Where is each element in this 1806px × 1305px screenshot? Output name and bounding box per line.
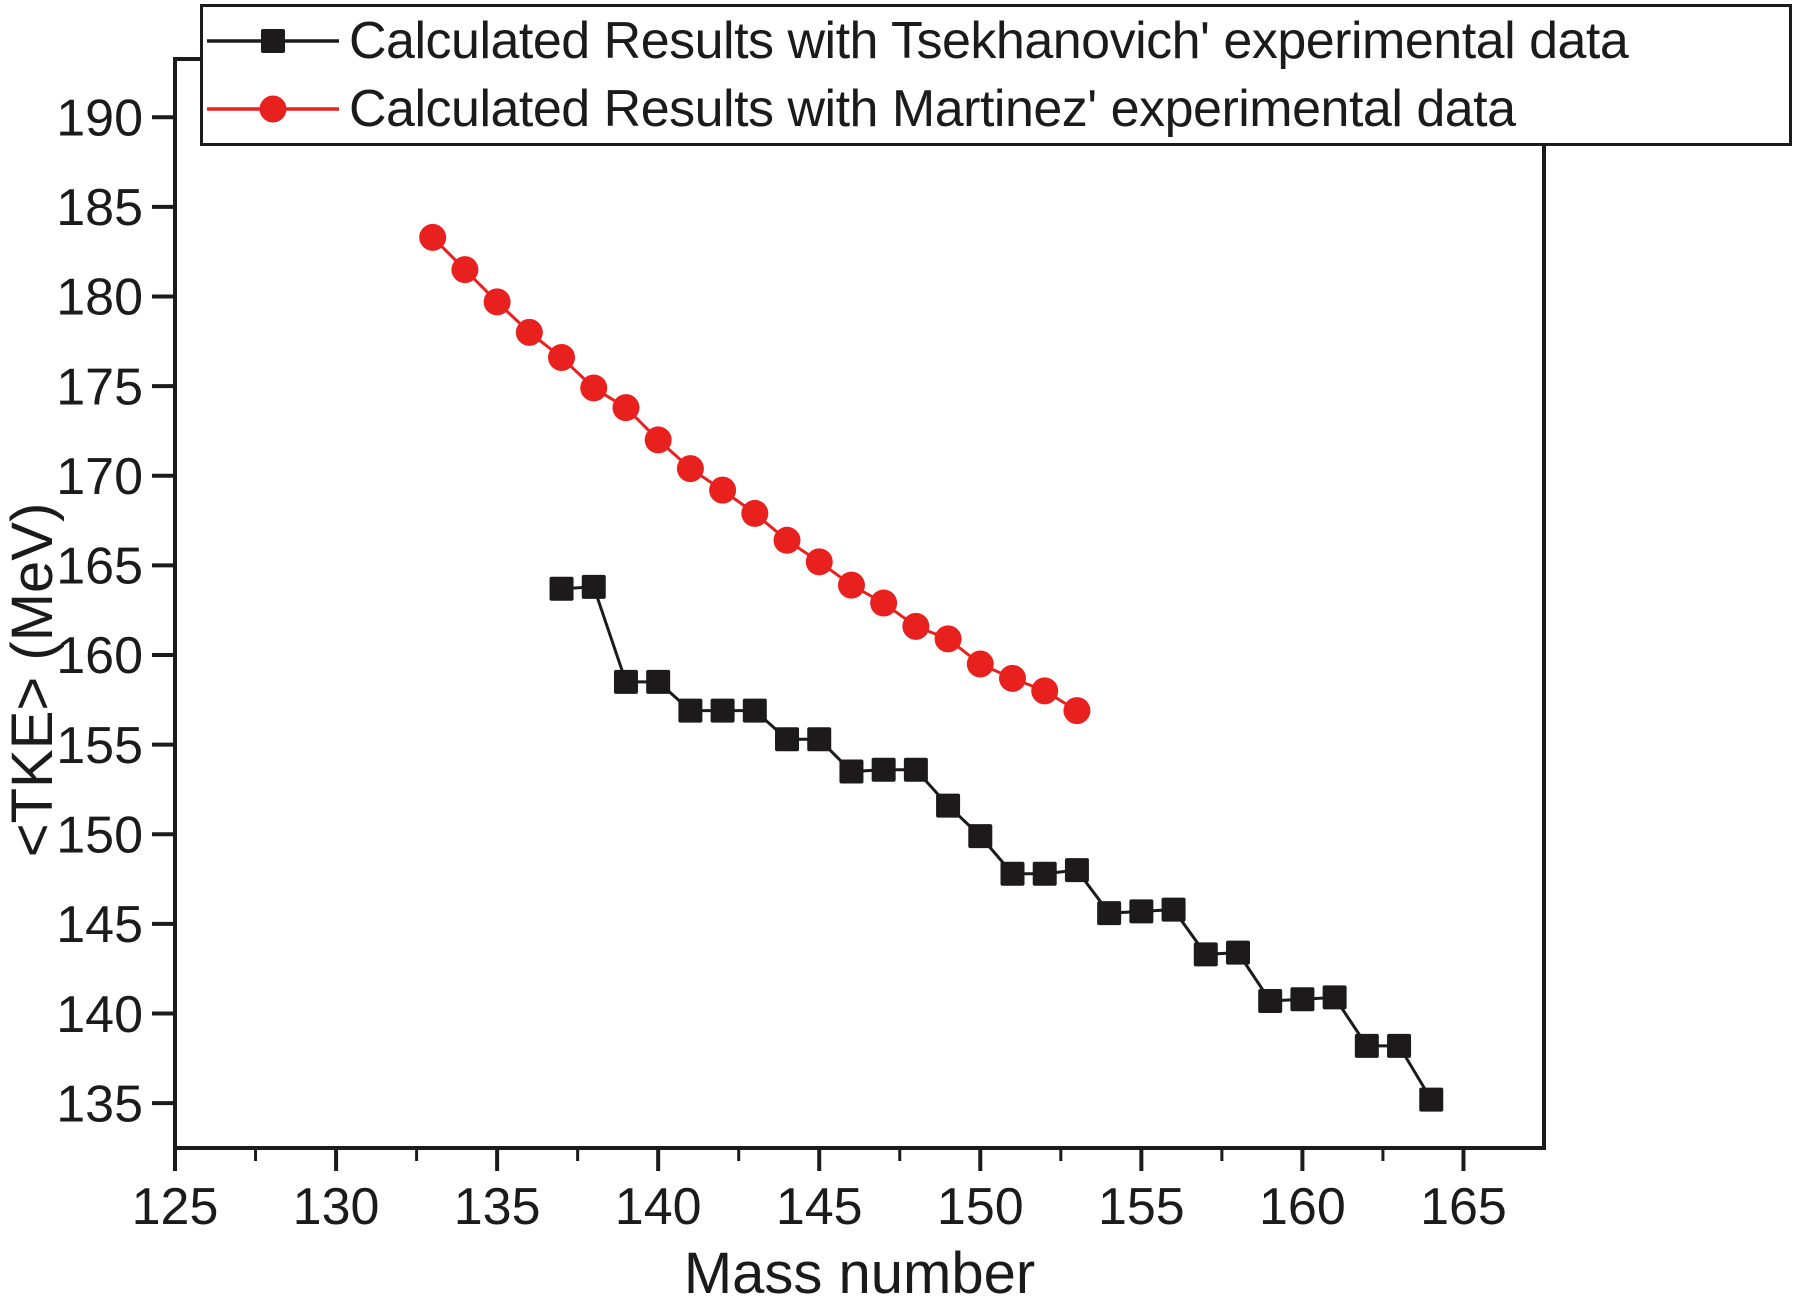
x-tick-label: 155 bbox=[1098, 1178, 1185, 1236]
x-tick-label: 130 bbox=[293, 1178, 380, 1236]
y-axis-title: <TKE> (MeV) bbox=[0, 503, 65, 858]
data-point bbox=[968, 824, 993, 849]
x-tick-label: 140 bbox=[615, 1178, 702, 1236]
x-tick-label: 150 bbox=[937, 1178, 1024, 1236]
series-line-1 bbox=[431, 236, 1078, 712]
data-point bbox=[837, 571, 865, 599]
data-point bbox=[1161, 897, 1186, 922]
data-point bbox=[676, 455, 704, 483]
data-point bbox=[1032, 861, 1057, 886]
plot-border bbox=[173, 57, 1546, 1150]
data-point bbox=[515, 318, 543, 346]
data-point bbox=[966, 650, 994, 678]
data-point bbox=[903, 757, 928, 782]
y-tick-label: 140 bbox=[56, 986, 143, 1044]
data-point bbox=[742, 698, 767, 723]
y-tick-label: 145 bbox=[56, 896, 143, 954]
data-point bbox=[581, 574, 606, 599]
x-axis-title: Mass number bbox=[684, 1241, 1035, 1305]
data-point bbox=[807, 727, 832, 752]
data-point bbox=[934, 625, 962, 653]
x-tick-label: 125 bbox=[132, 1178, 219, 1236]
x-tick-label: 145 bbox=[776, 1178, 863, 1236]
data-point bbox=[999, 664, 1027, 692]
data-point bbox=[710, 698, 735, 723]
y-tick-label: 185 bbox=[56, 179, 143, 237]
data-point bbox=[839, 759, 864, 784]
data-point bbox=[805, 548, 833, 576]
data-point bbox=[775, 727, 800, 752]
data-point bbox=[644, 426, 672, 454]
data-point bbox=[902, 612, 930, 640]
y-tick-label: 180 bbox=[56, 269, 143, 327]
data-point bbox=[741, 499, 769, 527]
data-point bbox=[1031, 677, 1059, 705]
data-point bbox=[1290, 987, 1315, 1012]
legend-square-glyph bbox=[261, 29, 285, 53]
legend-label-martinez: Calculated Results with Martinez' experi… bbox=[349, 80, 1516, 138]
legend-marker-square-icon bbox=[207, 29, 339, 53]
y-tick-label: 155 bbox=[56, 717, 143, 775]
y-tick-label: 165 bbox=[56, 538, 143, 596]
data-point bbox=[936, 793, 961, 818]
data-point bbox=[1258, 989, 1283, 1014]
data-point bbox=[1225, 940, 1250, 965]
data-point bbox=[678, 698, 703, 723]
legend-marker-circle-icon bbox=[207, 95, 339, 123]
legend-item-tsekhanovich: Calculated Results with Tsekhanovich' ex… bbox=[203, 7, 1789, 75]
data-point bbox=[549, 576, 574, 601]
y-tick-label: 170 bbox=[56, 448, 143, 506]
data-point bbox=[613, 669, 638, 694]
x-tick-label: 165 bbox=[1420, 1178, 1507, 1236]
data-point bbox=[709, 476, 737, 504]
legend-item-martinez: Calculated Results with Martinez' experi… bbox=[203, 75, 1789, 143]
y-tick-label: 150 bbox=[56, 806, 143, 864]
y-tick-label: 175 bbox=[56, 358, 143, 416]
data-point bbox=[1419, 1087, 1444, 1112]
data-point bbox=[612, 394, 640, 422]
data-point bbox=[1193, 942, 1218, 967]
legend-circle-glyph bbox=[259, 95, 287, 123]
data-point bbox=[1354, 1033, 1379, 1058]
data-point bbox=[580, 374, 608, 402]
y-tick-label: 160 bbox=[56, 627, 143, 685]
data-point bbox=[646, 669, 671, 694]
y-tick-label: 190 bbox=[56, 89, 143, 147]
data-point bbox=[483, 288, 511, 316]
series-line-0 bbox=[561, 585, 1433, 1101]
data-point bbox=[451, 256, 479, 284]
data-point bbox=[419, 223, 447, 251]
data-point bbox=[1322, 985, 1347, 1010]
legend-box: Calculated Results with Tsekhanovich' ex… bbox=[200, 4, 1792, 146]
y-tick-label: 135 bbox=[56, 1075, 143, 1133]
x-tick-label: 135 bbox=[454, 1178, 541, 1236]
data-point bbox=[1000, 861, 1025, 886]
data-point bbox=[1387, 1033, 1412, 1058]
data-point bbox=[548, 343, 576, 371]
data-point bbox=[773, 526, 801, 554]
data-point bbox=[1063, 697, 1091, 725]
data-point bbox=[1129, 899, 1154, 924]
data-point bbox=[1097, 901, 1122, 926]
x-tick-label: 160 bbox=[1259, 1178, 1346, 1236]
legend-label-tsekhanovich: Calculated Results with Tsekhanovich' ex… bbox=[349, 12, 1629, 70]
data-point bbox=[870, 589, 898, 617]
data-point bbox=[871, 757, 896, 782]
data-point bbox=[1064, 858, 1089, 883]
